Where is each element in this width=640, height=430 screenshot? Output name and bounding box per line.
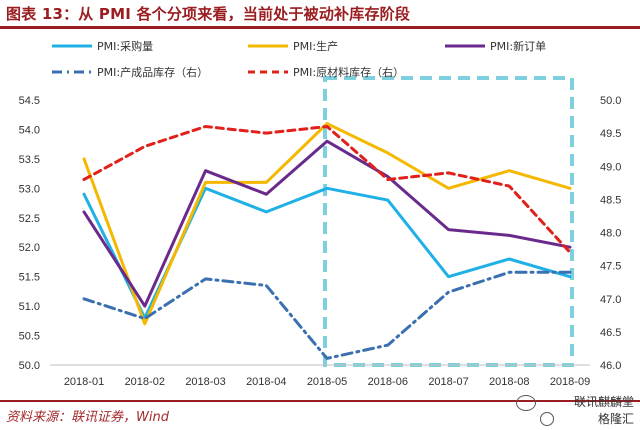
x-tick-label: 2018-09 bbox=[550, 376, 590, 388]
y-left-tick-label: 50.5 bbox=[19, 331, 40, 343]
legend-label-1: PMI:采购量 bbox=[97, 39, 153, 53]
highlight-layer bbox=[323, 76, 574, 367]
wechat-icon bbox=[516, 395, 536, 411]
wechat-small-icon bbox=[540, 412, 554, 426]
watermark: 联讯麒麟堂 格隆汇 bbox=[506, 393, 634, 427]
watermark-site: 格隆汇 bbox=[597, 412, 634, 426]
legend-label-2: PMI:生产 bbox=[293, 39, 338, 53]
source-divider bbox=[0, 400, 640, 402]
watermark-account: 联讯麒麟堂 bbox=[573, 395, 634, 409]
y-right-tick-label: 48.0 bbox=[600, 228, 621, 240]
x-tick-label: 2018-01 bbox=[64, 376, 104, 388]
legend-layer: PMI:采购量 PMI:生产 PMI:新订单 PMI:产成品库存（右） PMI:原材料库… bbox=[52, 39, 546, 79]
y-right-tick-label: 47.0 bbox=[600, 294, 621, 306]
legend-label-3: PMI:新订单 bbox=[490, 39, 546, 53]
x-tick-label: 2018-06 bbox=[368, 376, 408, 388]
x-tick-label: 2018-04 bbox=[246, 376, 286, 388]
axes-layer: 50.0 50.5 51.0 51.5 52.0 52.5 53.0 53.5 54.0 54.5… bbox=[19, 95, 622, 388]
y-right-tick-label: 49.0 bbox=[600, 161, 621, 173]
chart-title: 图表 13：从 PMI 各个分项来看，当前处于被动补库存阶段 bbox=[6, 5, 411, 23]
y-right-tick-label: 48.5 bbox=[600, 194, 621, 206]
x-tick-label: 2018-02 bbox=[125, 376, 165, 388]
y-left-tick-label: 54.5 bbox=[19, 95, 40, 107]
y-left-tick-label: 52.5 bbox=[19, 213, 40, 225]
y-right-tick-label: 49.5 bbox=[600, 128, 621, 140]
y-left-tick-label: 50.0 bbox=[19, 360, 40, 372]
series-layer bbox=[82, 122, 572, 360]
y-left-tick-label: 53.5 bbox=[19, 154, 40, 166]
y-right-tick-label: 47.5 bbox=[600, 261, 621, 273]
y-left-tick-label: 54.0 bbox=[19, 124, 40, 136]
y-right-tick-label: 50.0 bbox=[600, 95, 621, 107]
x-tick-label: 2018-08 bbox=[489, 376, 529, 388]
x-tick-label: 2018-05 bbox=[307, 376, 347, 388]
y-left-tick-label: 51.0 bbox=[19, 301, 40, 313]
legend-label-5: PMI:原材料库存（右） bbox=[293, 65, 404, 79]
pmi-line-chart: 50.0 50.5 51.0 51.5 52.0 52.5 53.0 53.5 54.0 54.5… bbox=[19, 39, 622, 388]
legend-label-4: PMI:产成品库存（右） bbox=[97, 65, 208, 79]
y-left-tick-label: 53.0 bbox=[19, 183, 40, 195]
y-left-tick-label: 52.0 bbox=[19, 242, 40, 254]
source-note: 资料来源：联讯证券，Wind bbox=[6, 410, 169, 425]
y-right-tick-label: 46.5 bbox=[600, 327, 621, 339]
y-left-tick-label: 51.5 bbox=[19, 272, 40, 284]
highlight-box bbox=[323, 76, 574, 367]
y-right-tick-label: 46.0 bbox=[600, 360, 621, 372]
x-tick-label: 2018-03 bbox=[185, 376, 225, 388]
title-divider bbox=[0, 26, 640, 29]
x-tick-label: 2018-07 bbox=[428, 376, 468, 388]
